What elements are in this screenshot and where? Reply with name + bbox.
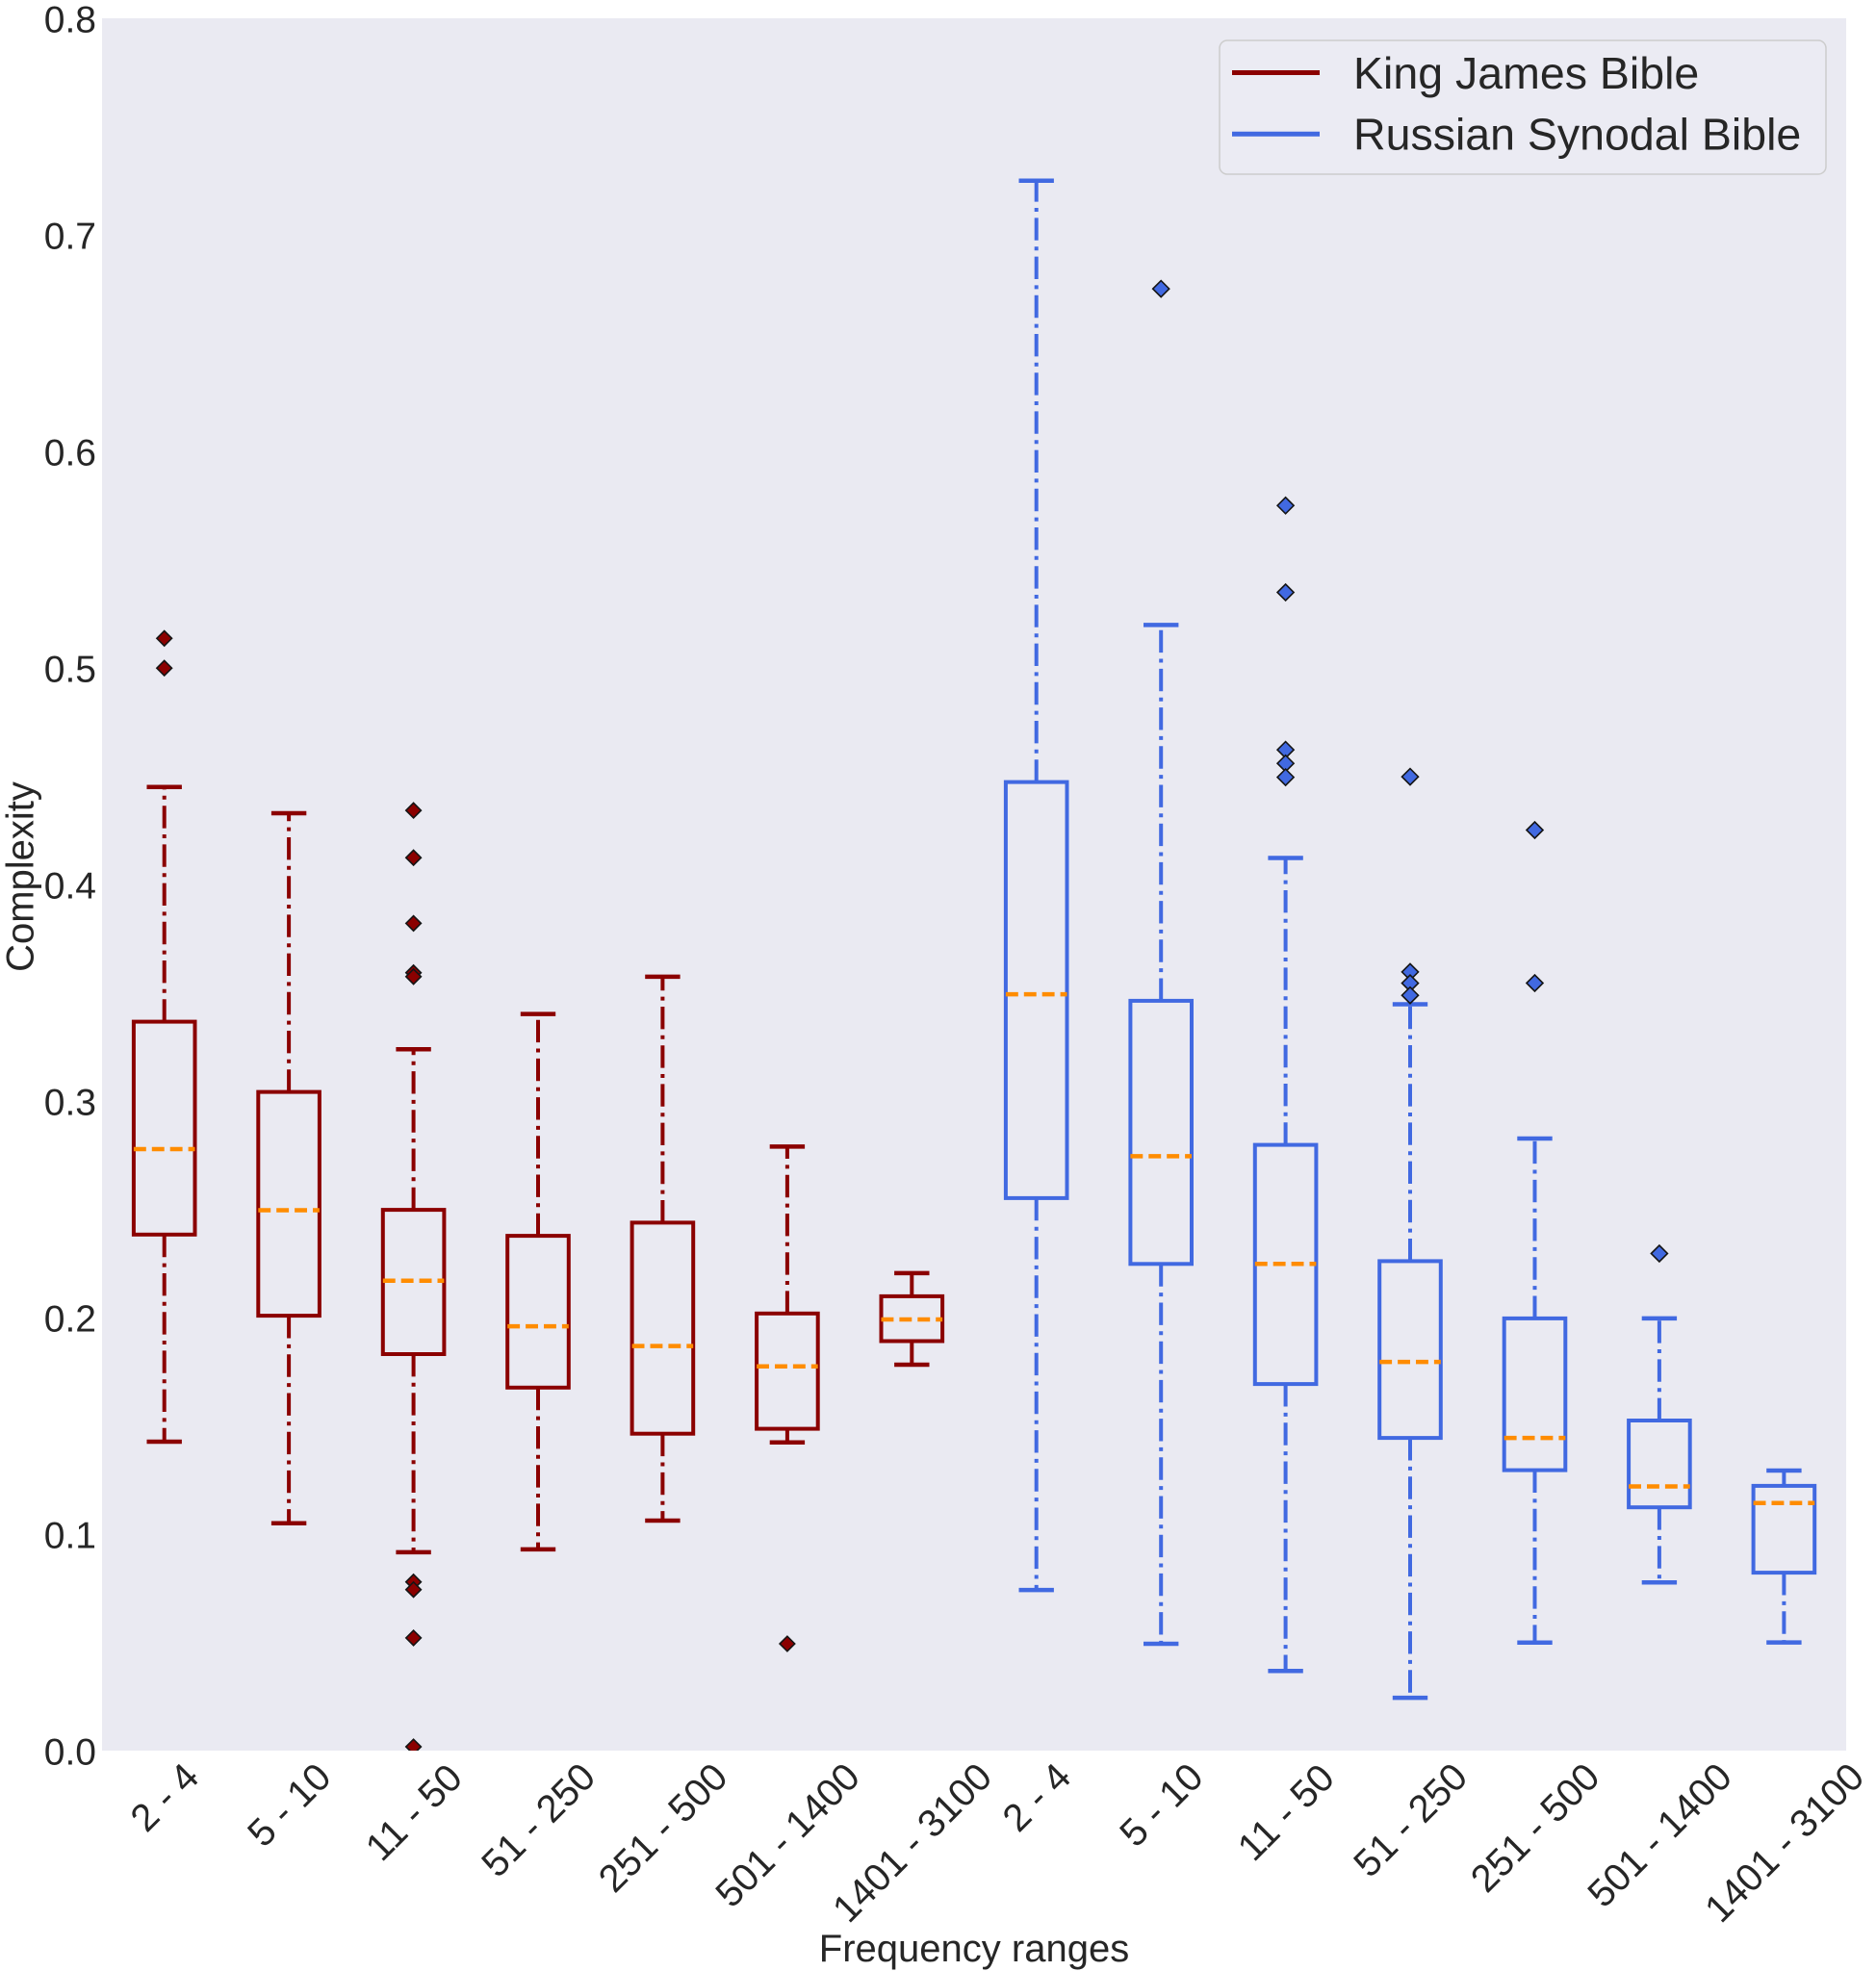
svg-text:Frequency ranges: Frequency ranges [819,1928,1129,1970]
svg-text:0.6: 0.6 [44,433,96,474]
svg-text:0.3: 0.3 [44,1083,96,1124]
svg-text:0.2: 0.2 [44,1299,96,1341]
svg-text:0.1: 0.1 [44,1516,96,1557]
svg-text:King James Bible: King James Bible [1353,48,1699,98]
svg-text:0.5: 0.5 [44,650,96,691]
svg-text:0.8: 0.8 [44,0,96,41]
svg-text:Complexity: Complexity [0,781,42,972]
svg-text:0.0: 0.0 [44,1732,96,1774]
svg-text:0.4: 0.4 [44,866,96,908]
svg-text:Russian Synodal Bible: Russian Synodal Bible [1353,110,1801,160]
svg-text:0.7: 0.7 [44,217,96,258]
